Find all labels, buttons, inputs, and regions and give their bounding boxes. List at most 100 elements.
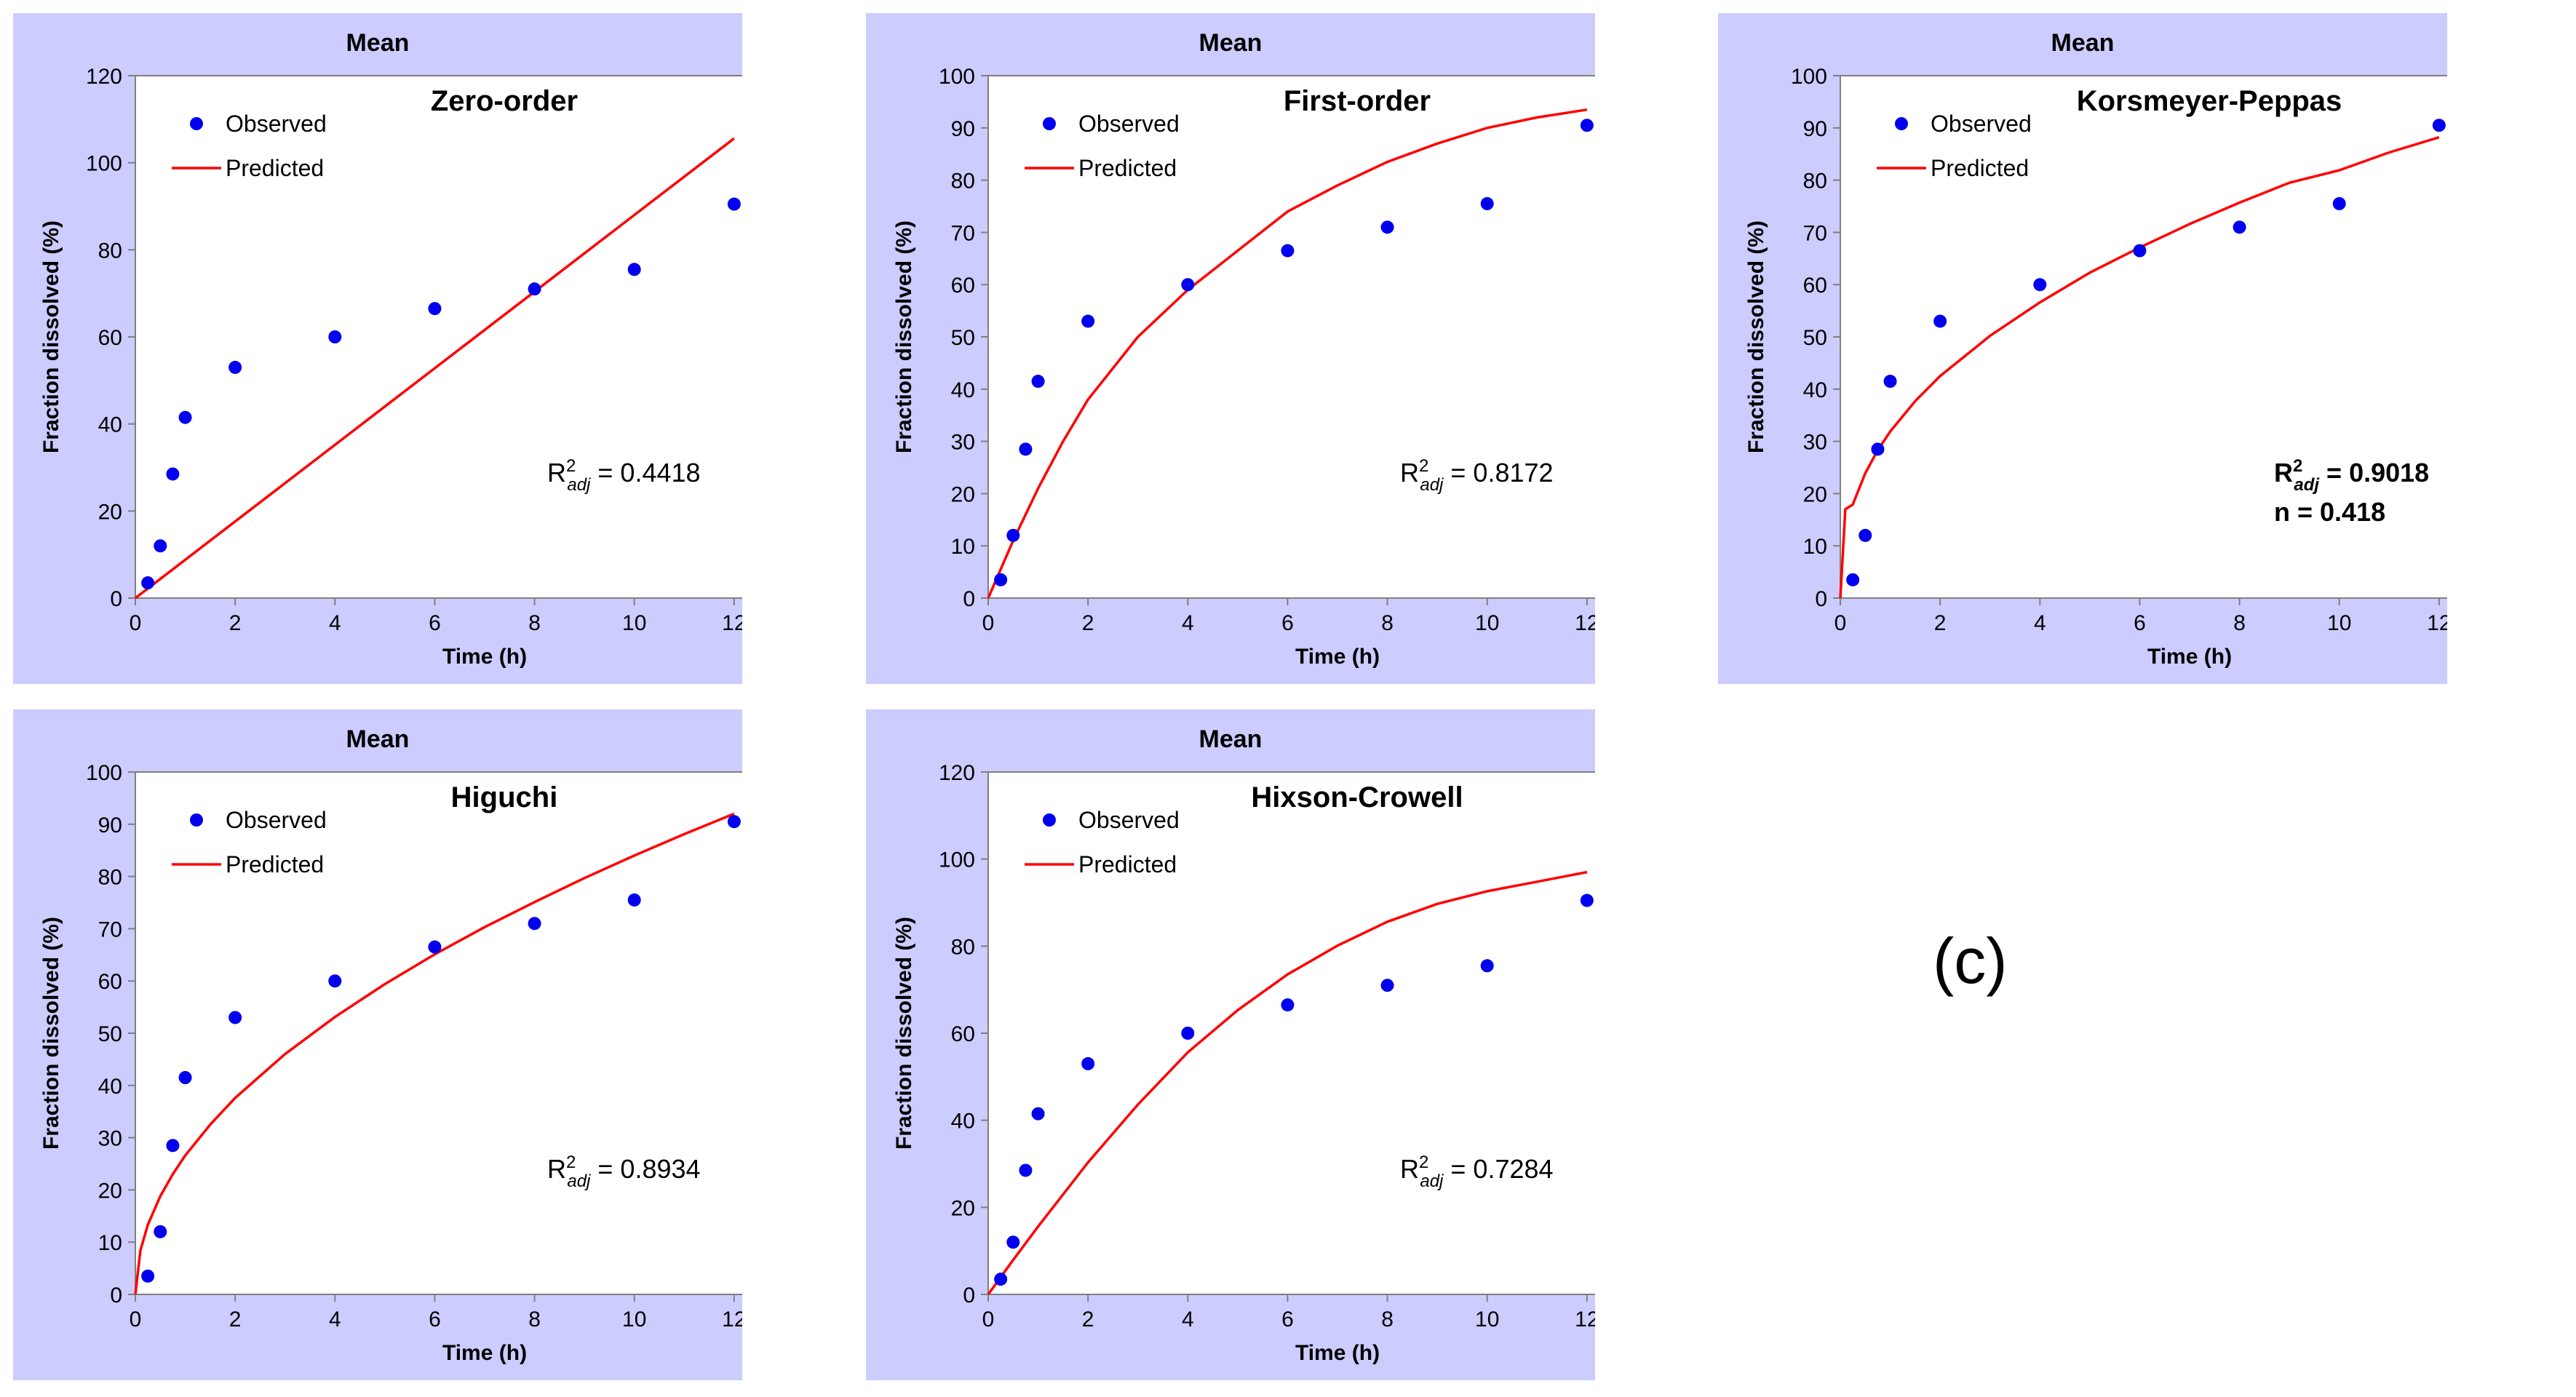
y-tick-label: 20 — [1803, 482, 1827, 506]
legend-observed-marker — [1895, 117, 1908, 130]
observed-point — [141, 1269, 155, 1283]
x-tick-label: 10 — [622, 1308, 646, 1332]
observed-point — [1181, 278, 1195, 292]
y-tick-label: 90 — [1803, 117, 1827, 141]
y-axis-label: Fraction dissolved (%) — [39, 220, 63, 453]
r-sup: 2 — [566, 456, 576, 476]
x-tick-label: 4 — [2034, 611, 2046, 635]
y-tick-label: 60 — [951, 1022, 975, 1046]
r-sub: adj — [1420, 1171, 1444, 1191]
legend-observed-marker — [190, 813, 203, 827]
chart-svg: Mean024681012140102030405060708090100Tim… — [892, 29, 1595, 669]
observed-point — [428, 302, 442, 316]
observed-point — [166, 1139, 180, 1153]
legend-predicted-label: Predicted — [226, 851, 324, 877]
observed-point — [1281, 998, 1295, 1012]
r-sup: 2 — [2293, 456, 2302, 476]
observed-point — [1031, 375, 1045, 389]
y-tick-label: 0 — [963, 1283, 975, 1308]
legend-observed-marker — [1043, 117, 1056, 130]
y-tick-label: 80 — [1803, 170, 1827, 194]
chart-panel-higuchi: Mean024681012140102030405060708090100Tim… — [13, 709, 742, 1380]
r-label: R — [547, 1154, 566, 1184]
x-tick-label: 6 — [2134, 611, 2146, 635]
observed-point — [178, 410, 192, 424]
y-tick-label: 30 — [951, 431, 975, 455]
observed-point — [1871, 442, 1885, 456]
observed-point — [1019, 442, 1033, 456]
x-tick-label: 2 — [229, 1308, 242, 1332]
y-tick-label: 60 — [951, 274, 975, 298]
observed-point — [1846, 573, 1860, 586]
y-tick-label: 100 — [1791, 65, 1827, 89]
r-label: R — [1400, 458, 1419, 487]
panel-header: Mean — [346, 725, 410, 753]
observed-point — [1380, 979, 1394, 992]
observed-point — [1859, 528, 1872, 542]
x-tick-label: 6 — [1281, 611, 1294, 635]
observed-point — [528, 282, 541, 296]
x-tick-label: 0 — [1834, 611, 1847, 635]
x-tick-label: 2 — [1934, 611, 1947, 635]
x-tick-label: 2 — [229, 611, 242, 635]
predicted-line — [134, 812, 735, 1295]
observed-point — [627, 893, 641, 907]
y-tick-label: 90 — [98, 813, 122, 837]
plot-area — [1840, 75, 2447, 599]
panel-header: Mean — [2051, 29, 2115, 57]
observed-point — [1181, 1027, 1195, 1040]
y-tick-label: 60 — [1803, 274, 1827, 298]
legend-observed-label: Observed — [1931, 111, 2032, 137]
legend-predicted-label: Predicted — [1078, 155, 1177, 181]
chart-panel-first-order: Mean024681012140102030405060708090100Tim… — [866, 13, 1595, 684]
x-tick-label: 4 — [1182, 1308, 1194, 1332]
observed-point — [727, 815, 741, 829]
observed-point — [994, 573, 1008, 586]
y-tick-label: 100 — [86, 761, 122, 785]
x-tick-label: 12 — [2427, 611, 2447, 635]
r-sup: 2 — [566, 1153, 576, 1172]
r-value: = 0.4418 — [590, 458, 700, 487]
predicted-line — [987, 870, 1588, 1296]
y-tick-label: 80 — [951, 170, 975, 194]
legend-predicted-label: Predicted — [1078, 851, 1177, 877]
x-tick-label: 8 — [528, 1308, 541, 1332]
y-axis-label: Fraction dissolved (%) — [39, 917, 63, 1150]
x-tick-label: 10 — [1475, 1308, 1499, 1332]
r-sub: adj — [567, 1171, 591, 1191]
observed-point — [328, 974, 342, 988]
y-tick-label: 50 — [98, 1022, 122, 1046]
chart-title: Zero-order — [431, 85, 578, 117]
observed-point — [2033, 278, 2047, 292]
plot-area — [987, 75, 1595, 599]
y-axis-label: Fraction dissolved (%) — [892, 917, 916, 1150]
r-label: R — [2274, 458, 2293, 487]
observed-point — [727, 197, 741, 211]
x-tick-label: 6 — [429, 611, 441, 635]
r-sub: adj — [1420, 475, 1444, 495]
observed-point — [627, 263, 641, 276]
y-tick-label: 40 — [951, 378, 975, 402]
y-tick-label: 20 — [98, 500, 122, 524]
chart-panel-zero-order: Mean02468101214020406080100120Time (h)Fr… — [13, 13, 742, 684]
x-tick-label: 12 — [722, 611, 742, 635]
plot-area — [135, 771, 742, 1295]
r-value: = 0.7284 — [1443, 1154, 1553, 1184]
observed-point — [154, 1225, 167, 1238]
x-axis-label: Time (h) — [1295, 1341, 1380, 1365]
y-tick-label: 60 — [98, 970, 122, 994]
observed-point — [2233, 220, 2246, 234]
y-tick-label: 100 — [939, 848, 975, 872]
x-tick-label: 4 — [329, 1308, 341, 1332]
observed-point — [1380, 220, 1394, 234]
n-annotation: n = 0.418 — [2274, 497, 2385, 527]
y-tick-label: 90 — [951, 117, 975, 141]
x-axis-label: Time (h) — [442, 645, 527, 669]
y-tick-label: 70 — [951, 221, 975, 245]
legend-observed-label: Observed — [226, 111, 327, 137]
y-tick-label: 60 — [98, 326, 122, 350]
x-tick-label: 4 — [329, 611, 341, 635]
x-tick-label: 2 — [1082, 611, 1094, 635]
observed-point — [2332, 196, 2346, 210]
observed-point — [1580, 119, 1594, 132]
